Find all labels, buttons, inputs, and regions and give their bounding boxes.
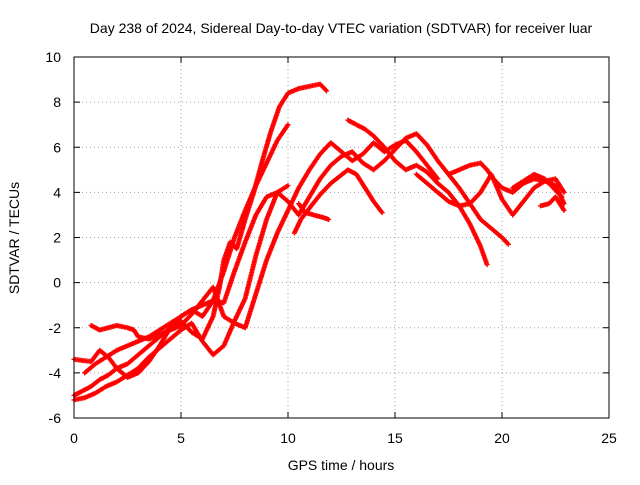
data-points — [71, 81, 567, 403]
x-tick-labels: 0 5 10 15 20 25 — [70, 430, 617, 446]
y-tick-label: 0 — [53, 275, 61, 291]
y-tick-labels: -6 -4 -2 0 2 4 6 8 10 — [45, 49, 61, 426]
series-trace-h — [345, 117, 490, 268]
y-tick-label: 8 — [53, 94, 61, 110]
x-tick-label: 0 — [70, 430, 78, 446]
series-trace-g — [296, 201, 332, 222]
series-trace-e — [82, 131, 511, 376]
ticks — [73, 56, 610, 419]
y-tick-label: -4 — [49, 365, 62, 381]
x-tick-label: 5 — [177, 430, 185, 446]
data-point — [561, 189, 567, 195]
x-axis-label: GPS time / hours — [288, 457, 395, 473]
y-tick-label: 6 — [53, 139, 61, 155]
data-point — [324, 88, 330, 94]
x-tick-label: 20 — [494, 430, 510, 446]
y-tick-label: 2 — [53, 230, 61, 246]
data-point — [285, 183, 291, 189]
data-point — [285, 122, 291, 128]
series-trace-k — [510, 171, 565, 200]
y-tick-label: -6 — [49, 410, 62, 426]
data-point — [379, 210, 385, 216]
data-point — [559, 194, 565, 200]
series-trace-c — [71, 183, 291, 403]
x-tick-label: 25 — [601, 430, 617, 446]
data-point — [561, 207, 567, 213]
y-tick-label: 4 — [53, 184, 61, 200]
data-point — [326, 216, 332, 222]
series-trace-b — [71, 122, 291, 398]
y-tick-label: -2 — [49, 320, 62, 336]
y-tick-label: 10 — [45, 49, 61, 65]
data-point — [505, 241, 511, 247]
y-axis-label: SDTVAR / TECUs — [6, 182, 22, 294]
x-tick-label: 15 — [387, 430, 403, 446]
series-trace-l — [538, 194, 567, 213]
chart-title: Day 238 of 2024, Sidereal Day-to-day VTE… — [90, 20, 593, 36]
x-tick-label: 10 — [280, 430, 296, 446]
data-point — [484, 262, 490, 268]
